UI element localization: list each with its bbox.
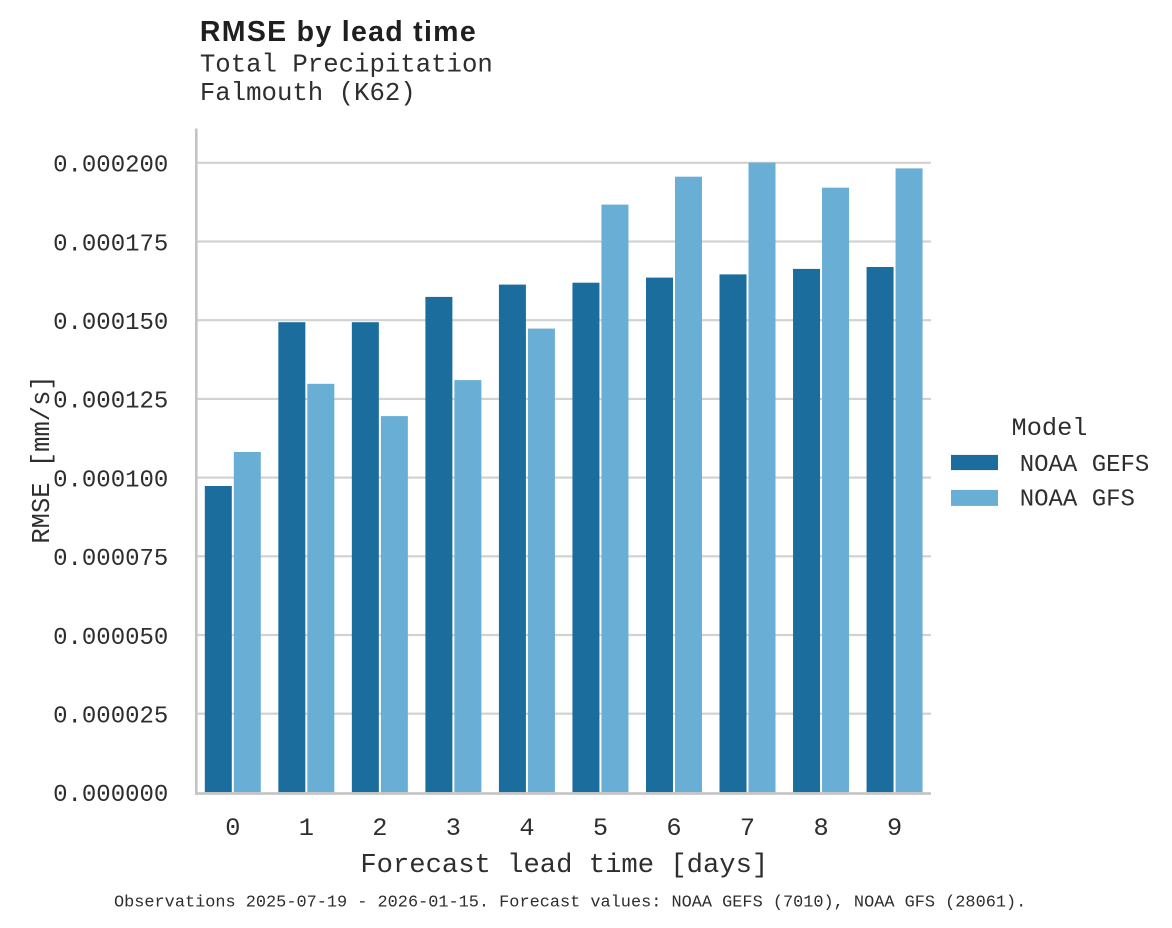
svg-text:0.000050: 0.000050 — [53, 625, 168, 652]
svg-text:0.000000: 0.000000 — [53, 782, 168, 809]
svg-text:0: 0 — [225, 814, 240, 843]
svg-text:0.000125: 0.000125 — [53, 389, 168, 416]
svg-text:Total Precipitation: Total Precipitation — [200, 50, 493, 79]
svg-text:Model: Model — [1012, 414, 1088, 443]
svg-text:5: 5 — [593, 814, 608, 843]
svg-text:0.000100: 0.000100 — [53, 467, 168, 494]
svg-text:0.000025: 0.000025 — [53, 704, 168, 731]
svg-text:4: 4 — [519, 814, 534, 843]
svg-text:0.000150: 0.000150 — [53, 310, 168, 337]
svg-text:RMSE [mm/s]: RMSE [mm/s] — [28, 375, 57, 543]
svg-text:Forecast lead time [days]: Forecast lead time [days] — [360, 850, 768, 881]
svg-text:Falmouth (K62): Falmouth (K62) — [200, 79, 416, 108]
svg-text:1: 1 — [299, 814, 314, 843]
svg-text:RMSE by lead time: RMSE by lead time — [200, 16, 477, 48]
svg-text:NOAA GFS: NOAA GFS — [1020, 487, 1135, 514]
svg-text:7: 7 — [740, 814, 755, 843]
svg-text:0.000175: 0.000175 — [53, 231, 168, 258]
svg-text:9: 9 — [887, 814, 902, 843]
svg-text:8: 8 — [813, 814, 828, 843]
svg-text:0.000200: 0.000200 — [53, 153, 168, 180]
svg-text:2: 2 — [372, 814, 387, 843]
svg-text:3: 3 — [446, 814, 461, 843]
svg-text:6: 6 — [666, 814, 681, 843]
svg-text:NOAA GEFS: NOAA GEFS — [1020, 452, 1150, 479]
svg-text:0.000075: 0.000075 — [53, 546, 168, 573]
svg-text:Observations 2025-07-19 - 2026: Observations 2025-07-19 - 2026-01-15. Fo… — [114, 894, 1026, 913]
